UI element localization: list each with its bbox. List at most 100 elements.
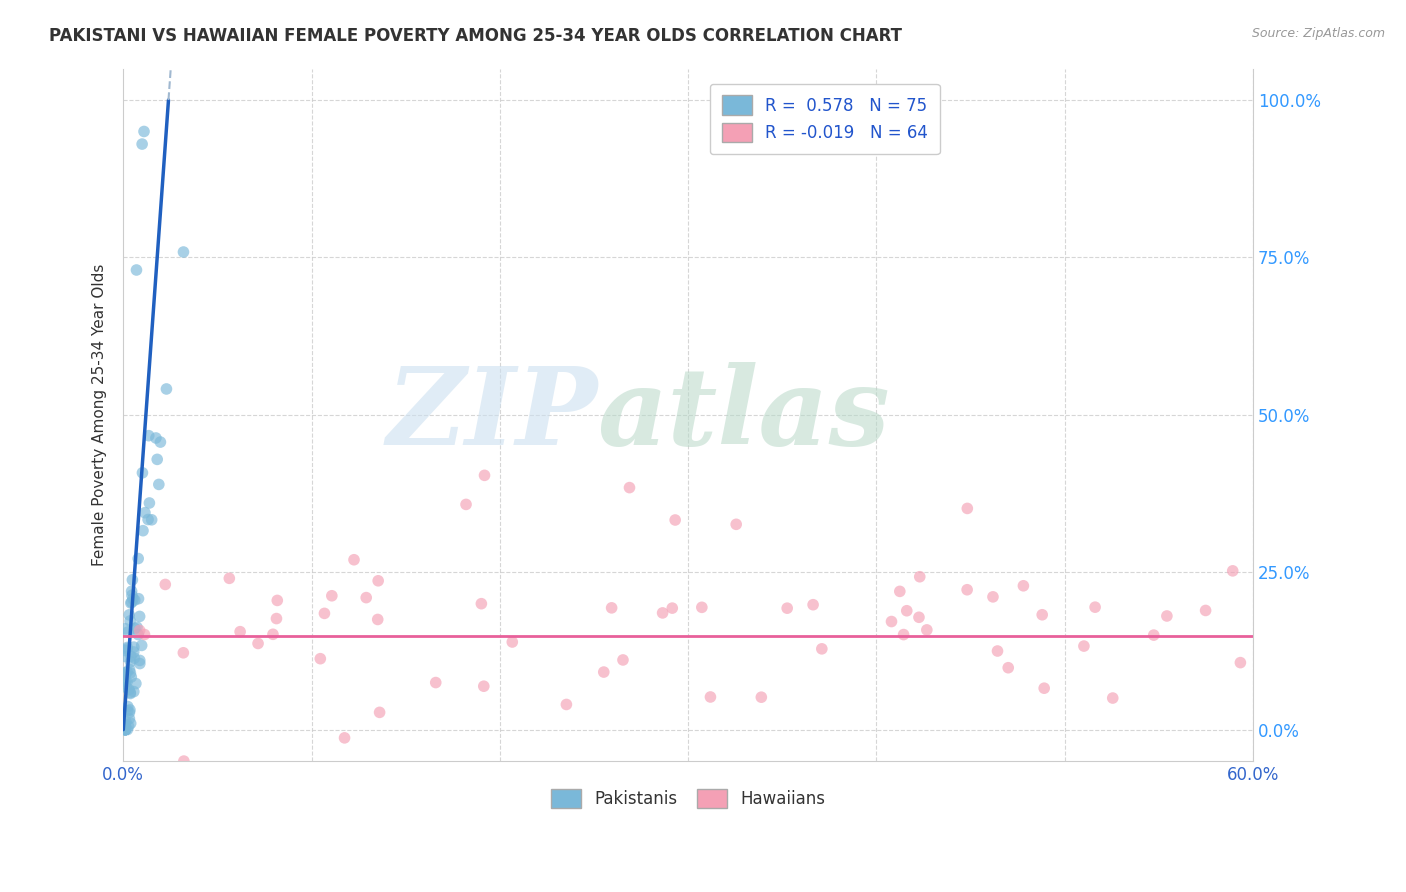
Point <box>651 606 673 620</box>
Point <box>956 501 979 516</box>
Point <box>120 649 142 664</box>
Point <box>986 644 1008 658</box>
Point <box>118 712 141 726</box>
Point <box>661 601 683 615</box>
Point <box>122 640 145 654</box>
Point <box>155 382 177 396</box>
Legend: Pakistanis, Hawaiians: Pakistanis, Hawaiians <box>544 782 832 815</box>
Point <box>690 600 713 615</box>
Point <box>120 670 142 684</box>
Point <box>115 675 138 690</box>
Point <box>145 431 167 445</box>
Point <box>128 624 150 638</box>
Point <box>128 653 150 667</box>
Point <box>117 704 139 718</box>
Point <box>120 655 142 669</box>
Point <box>619 481 641 495</box>
Point <box>125 263 148 277</box>
Point <box>138 428 160 442</box>
Point <box>138 496 160 510</box>
Point <box>880 615 903 629</box>
Point <box>915 623 938 637</box>
Point <box>114 673 136 688</box>
Point <box>600 600 623 615</box>
Point <box>981 590 1004 604</box>
Point <box>1229 656 1251 670</box>
Point <box>114 677 136 691</box>
Point <box>425 675 447 690</box>
Point <box>218 571 240 585</box>
Point <box>1156 609 1178 624</box>
Point <box>114 723 136 737</box>
Point <box>114 717 136 731</box>
Point <box>114 723 136 737</box>
Point <box>120 596 142 610</box>
Point <box>118 663 141 677</box>
Point <box>262 627 284 641</box>
Point <box>136 512 159 526</box>
Point <box>472 679 495 693</box>
Text: PAKISTANI VS HAWAIIAN FEMALE POVERTY AMONG 25-34 YEAR OLDS CORRELATION CHART: PAKISTANI VS HAWAIIAN FEMALE POVERTY AMO… <box>49 27 903 45</box>
Point <box>114 723 136 737</box>
Point <box>114 723 136 737</box>
Point <box>121 595 143 609</box>
Point <box>173 754 195 768</box>
Point <box>474 468 496 483</box>
Point <box>1222 564 1244 578</box>
Point <box>555 698 578 712</box>
Point <box>612 653 634 667</box>
Point <box>128 591 150 606</box>
Point <box>1073 639 1095 653</box>
Point <box>124 593 146 607</box>
Point <box>114 643 136 657</box>
Point <box>120 716 142 731</box>
Point <box>172 646 194 660</box>
Point <box>343 553 366 567</box>
Point <box>132 124 155 138</box>
Point <box>368 706 391 720</box>
Point <box>1031 607 1053 622</box>
Point <box>125 620 148 634</box>
Point <box>118 703 141 717</box>
Point <box>122 645 145 659</box>
Point <box>247 636 270 650</box>
Point <box>896 604 918 618</box>
Point <box>367 574 389 588</box>
Text: ZIP: ZIP <box>387 362 598 467</box>
Point <box>114 723 136 737</box>
Point <box>309 651 332 665</box>
Point <box>367 612 389 626</box>
Point <box>776 601 799 615</box>
Text: atlas: atlas <box>598 362 890 467</box>
Point <box>118 607 141 622</box>
Point <box>333 731 356 745</box>
Point <box>131 639 153 653</box>
Text: Source: ZipAtlas.com: Source: ZipAtlas.com <box>1251 27 1385 40</box>
Point <box>115 640 138 655</box>
Point <box>120 685 142 699</box>
Y-axis label: Female Poverty Among 25-34 Year Olds: Female Poverty Among 25-34 Year Olds <box>93 264 107 566</box>
Point <box>908 610 931 624</box>
Point <box>117 719 139 733</box>
Point <box>801 598 824 612</box>
Point <box>128 609 150 624</box>
Point <box>1084 600 1107 615</box>
Point <box>749 690 772 705</box>
Point <box>266 611 288 625</box>
Point <box>114 723 136 737</box>
Point <box>118 706 141 720</box>
Point <box>127 551 149 566</box>
Point <box>229 624 252 639</box>
Point <box>115 642 138 657</box>
Point <box>321 589 343 603</box>
Point <box>1033 681 1056 696</box>
Point <box>1143 628 1166 642</box>
Point <box>117 625 139 640</box>
Point <box>115 665 138 679</box>
Point <box>134 506 156 520</box>
Point <box>131 466 153 480</box>
Point <box>114 649 136 664</box>
Point <box>117 699 139 714</box>
Point <box>114 668 136 682</box>
Point <box>121 584 143 599</box>
